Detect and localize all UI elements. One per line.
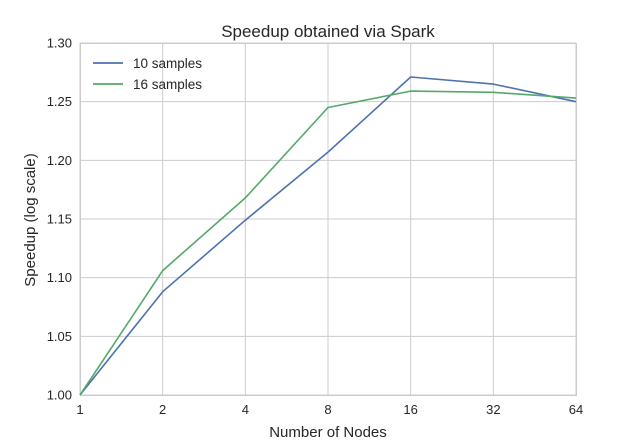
series-line-2: [79, 90, 577, 396]
legend: 10 samples 16 samples: [93, 56, 202, 92]
x-tick-label: 8: [324, 402, 331, 417]
series-layer: [79, 76, 577, 396]
grid-layer: [79, 42, 577, 396]
y-tick-label: 1.00: [47, 388, 72, 403]
x-tick-label: 2: [159, 402, 166, 417]
legend-label: 10 samples: [133, 56, 202, 71]
y-tick-label: 1.05: [47, 329, 72, 344]
y-tick-label: 1.10: [47, 270, 72, 285]
y-axis-label: Speedup (log scale): [22, 153, 39, 286]
y-tick-label: 1.15: [47, 212, 72, 227]
plot-frame: [80, 43, 577, 396]
x-tick-labels: 1 2 4 8 16 32 64: [76, 402, 583, 417]
y-tick-labels: 1.00 1.05 1.10 1.15 1.20 1.25 1.30: [47, 36, 72, 403]
x-tick-label: 32: [486, 402, 500, 417]
y-tick-label: 1.20: [47, 153, 72, 168]
x-tick-label: 1: [76, 402, 83, 417]
x-tick-label: 4: [242, 402, 249, 417]
x-axis-label: Number of Nodes: [269, 424, 387, 440]
y-tick-label: 1.25: [47, 94, 72, 109]
x-tick-label: 16: [403, 402, 417, 417]
chart-title: Speedup obtained via Spark: [221, 22, 435, 41]
x-tick-label: 64: [569, 402, 583, 417]
y-tick-label: 1.30: [47, 36, 72, 51]
series-line-1: [79, 76, 577, 396]
legend-label: 16 samples: [133, 77, 202, 92]
